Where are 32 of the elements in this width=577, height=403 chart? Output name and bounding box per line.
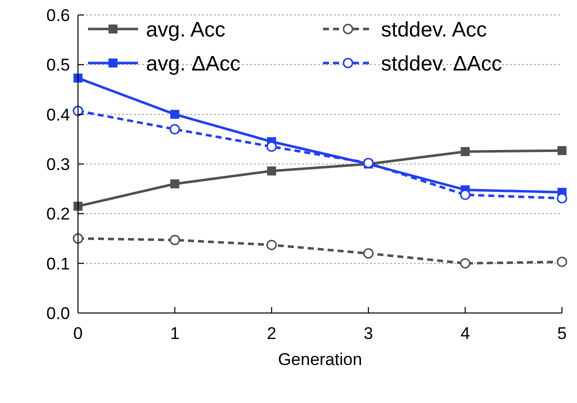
- point: [170, 110, 180, 119]
- y-tick-label: 0.0: [46, 304, 70, 323]
- point: [460, 147, 470, 156]
- legend-label: stddev. ΔAcc: [381, 52, 502, 76]
- point: [460, 190, 470, 200]
- point: [170, 179, 180, 188]
- y-tick-label: 0.4: [46, 105, 70, 124]
- point: [556, 256, 568, 268]
- y-tick-label: 0.2: [46, 204, 70, 224]
- x-tick-label: 4: [460, 324, 470, 343]
- point: [558, 146, 566, 156]
- x-tick-label: 5: [557, 324, 567, 343]
- point: [460, 258, 470, 269]
- point: [556, 193, 568, 204]
- x-tick-label: 1: [170, 324, 180, 343]
- legend-label: stddev. Acc: [381, 18, 487, 42]
- x-tick-label: 3: [364, 324, 374, 343]
- point: [266, 240, 277, 250]
- point: [170, 234, 180, 246]
- y-tick-label: 0.1: [46, 254, 70, 274]
- point: [267, 166, 276, 176]
- y-tick-label: 0.5: [46, 56, 70, 75]
- legend-label: avg. ΔAcc: [146, 52, 241, 76]
- x-tick-label: 0: [73, 324, 83, 343]
- point: [266, 141, 277, 152]
- point: [363, 248, 374, 259]
- y-tick-label: 0.3: [46, 154, 70, 174]
- y-tick-label: 0.6: [46, 6, 70, 25]
- legend-label: avg. Acc: [146, 18, 226, 42]
- point: [170, 124, 180, 134]
- x-axis-title: Generation: [278, 350, 362, 369]
- x-tick-label: 2: [266, 324, 276, 343]
